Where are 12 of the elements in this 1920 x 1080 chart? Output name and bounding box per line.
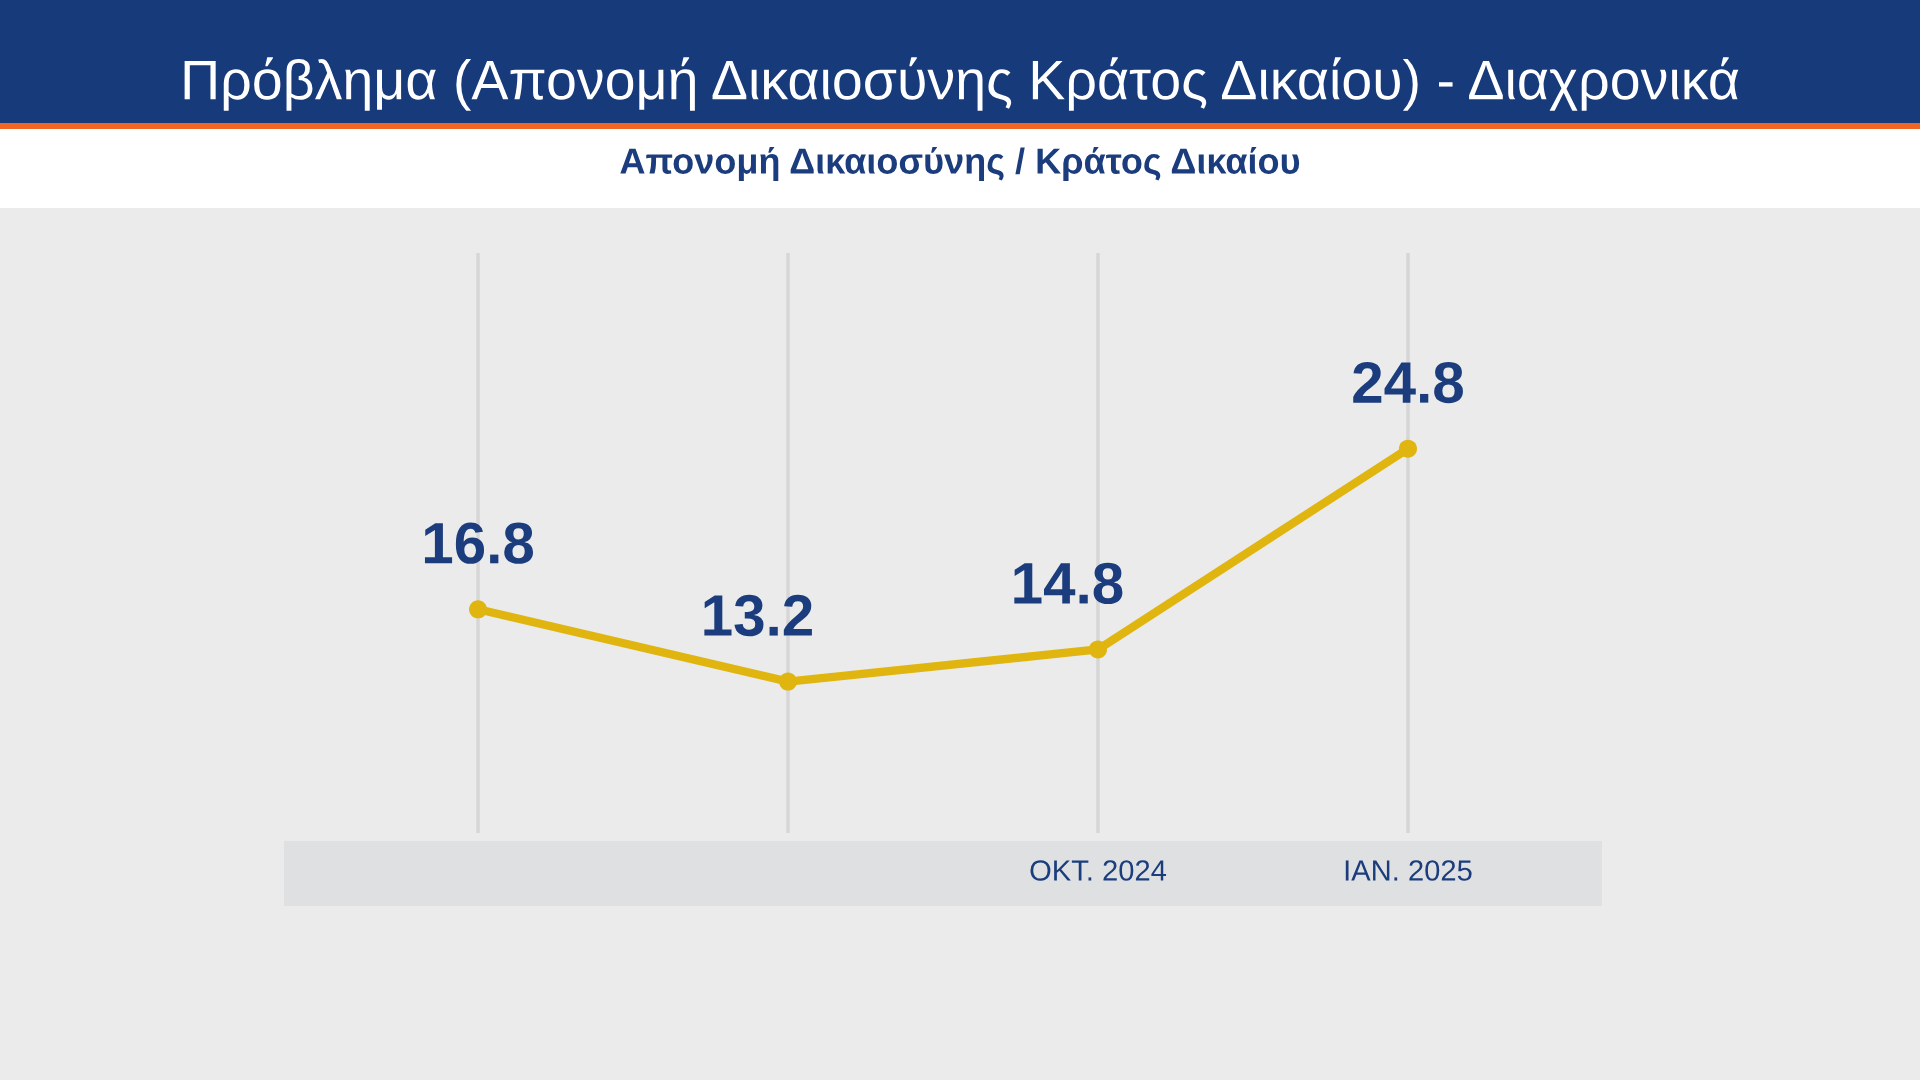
data-label: 24.8 (1353, 361, 1463, 404)
x-tick-label: ΟΚΤ. 2024 (1030, 860, 1167, 881)
chart-title: Πρόβλημα (Απονομή Δικαιοσύνης Κράτος Δικαίου) - Διαχρονικά (184, 57, 1739, 111)
x-tick-label: ΙΑΝ. 2025 (1345, 860, 1472, 881)
chart-subtitle: Απονομή Δικαιοσύνης / Κράτος Δικαίου (620, 146, 1300, 182)
point (1088, 640, 1108, 659)
data-label: 14.8 (1014, 562, 1123, 605)
data-label: 16.8 (424, 522, 534, 564)
point (469, 600, 488, 619)
point (778, 672, 798, 691)
data-label: 13.2 (704, 594, 812, 637)
point (1398, 439, 1417, 458)
